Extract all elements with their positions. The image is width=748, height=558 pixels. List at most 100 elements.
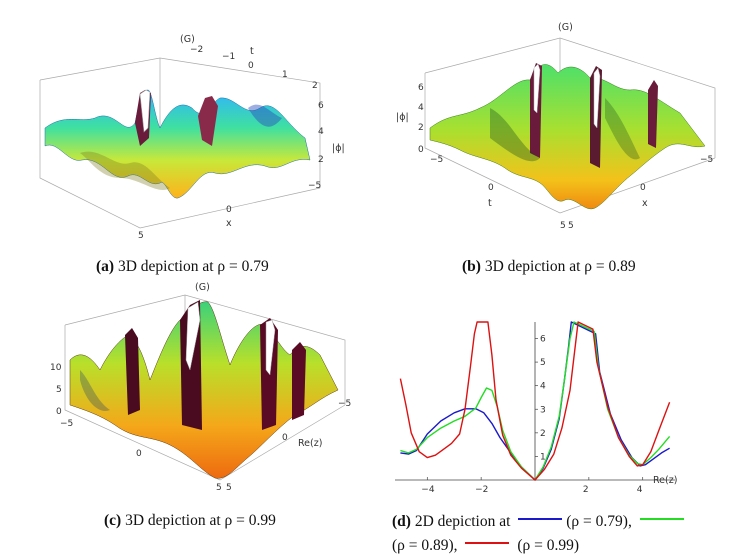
box-edge bbox=[64, 325, 346, 481]
z-tick: 10 bbox=[50, 363, 62, 373]
surface-spike bbox=[648, 80, 658, 148]
t-tick: 0 bbox=[488, 183, 494, 193]
z-tick: 0 bbox=[56, 407, 62, 417]
legend-text-0-99: (ρ = 0.99) bbox=[517, 537, 579, 554]
right-tick: 5 bbox=[226, 483, 232, 493]
panel-d-line-chart: Re(z) −4 −2 2 4 1 2 3 4 5 6 bbox=[395, 321, 677, 495]
y-tick-label: 1 bbox=[540, 452, 546, 462]
legend-text-0-79: (ρ = 0.79), bbox=[566, 513, 632, 530]
axis-label-z: |ϕ| bbox=[396, 112, 409, 123]
panel-a-3d-plot: (G) t −2 −1 0 1 2 2 4 6 |ϕ| −5 0 5 x bbox=[39, 34, 345, 241]
surface-spike bbox=[265, 319, 276, 376]
t-tick: −5 bbox=[430, 155, 443, 165]
caption-c: (c) 3D depiction at ρ = 0.99 bbox=[104, 512, 276, 530]
x-tick-label: 2 bbox=[583, 485, 589, 495]
surface-shade bbox=[80, 370, 110, 411]
panel-c-3d-plot: (G) 0 5 10 −5 0 5 −5 0 5 Re(z) bbox=[50, 282, 351, 493]
axis-label-z: |ϕ| bbox=[332, 143, 345, 154]
legend-line-0-89 bbox=[639, 518, 684, 521]
y-tick-label: 5 bbox=[540, 358, 546, 368]
caption-a-label: (a) bbox=[96, 258, 115, 275]
panel-c: (G) 0 5 10 −5 0 5 −5 0 5 Re(z) bbox=[20, 280, 360, 502]
x-tick: −5 bbox=[308, 181, 321, 191]
x-tick: 0 bbox=[226, 205, 232, 215]
plot-title: (G) bbox=[180, 34, 195, 45]
plot-title: (G) bbox=[558, 22, 573, 33]
axis-label-t: t bbox=[488, 198, 492, 209]
caption-c-text: 3D depiction at ρ = 0.99 bbox=[125, 512, 276, 529]
z-tick: 5 bbox=[56, 385, 62, 395]
panel-b-3d-plot: (G) 0 2 4 6 |ϕ| −5 0 5 t 5 0 −5 x bbox=[396, 22, 716, 231]
surface bbox=[44, 89, 311, 199]
axis-label-x: Re(z) bbox=[653, 475, 677, 486]
caption-c-label: (c) bbox=[104, 512, 122, 529]
caption-d: (d) 2D depiction at (ρ = 0.79), (ρ = 0.8… bbox=[392, 510, 688, 558]
surface-shade bbox=[490, 108, 540, 162]
t-tick: 2 bbox=[312, 81, 318, 91]
caption-d-pre: 2D depiction at bbox=[414, 513, 511, 530]
plot-title: (G) bbox=[195, 282, 210, 293]
axis-label-x: x bbox=[226, 218, 232, 229]
z-tick: 0 bbox=[418, 145, 424, 155]
x-tick: 0 bbox=[640, 183, 646, 193]
box-edge bbox=[39, 80, 321, 229]
legend-line-0-99 bbox=[465, 542, 510, 545]
t-tick: 0 bbox=[248, 61, 254, 71]
surface-shade bbox=[248, 104, 282, 127]
left-tick: −5 bbox=[60, 419, 73, 429]
surface-shade bbox=[605, 98, 640, 160]
t-tick: 5 bbox=[560, 221, 566, 231]
y-tick-label: 4 bbox=[540, 382, 546, 392]
y-tick-label: 6 bbox=[540, 335, 546, 345]
z-tick: 2 bbox=[418, 123, 424, 133]
axis-label-t: t bbox=[250, 46, 254, 57]
box-edge bbox=[424, 73, 716, 214]
left-tick: 5 bbox=[216, 483, 222, 493]
right-tick: −5 bbox=[338, 399, 351, 409]
caption-b-label: (b) bbox=[462, 258, 481, 275]
y-tick-label: 2 bbox=[540, 429, 546, 439]
surface-spike bbox=[593, 67, 601, 129]
axis-label-x: Re(z) bbox=[298, 438, 322, 449]
x-tick: 5 bbox=[568, 221, 574, 231]
caption-b-text: 3D depiction at ρ = 0.89 bbox=[484, 258, 636, 275]
surface-spike bbox=[185, 301, 201, 371]
y-tick-label: 3 bbox=[540, 405, 546, 415]
legend-line-0-79 bbox=[518, 518, 563, 521]
caption-d-label: (d) bbox=[392, 513, 411, 530]
surface bbox=[429, 64, 706, 210]
z-tick: 2 bbox=[318, 155, 324, 165]
t-tick: 1 bbox=[282, 70, 288, 80]
caption-b: (b) 3D depiction at ρ = 0.89 bbox=[462, 258, 636, 276]
legend-text-0-89: (ρ = 0.89), bbox=[392, 537, 458, 554]
right-tick: 0 bbox=[282, 433, 288, 443]
z-tick: 6 bbox=[318, 101, 324, 111]
series-line-3 bbox=[399, 321, 671, 481]
z-tick: 4 bbox=[318, 127, 324, 137]
surface-spike bbox=[139, 89, 151, 133]
caption-a: (a) 3D depiction at ρ = 0.79 bbox=[96, 258, 269, 276]
surface-spike bbox=[125, 328, 140, 415]
box-edge bbox=[39, 57, 321, 188]
x-tick-label: −2 bbox=[475, 485, 488, 495]
z-tick: 4 bbox=[418, 103, 424, 113]
panel-a: (G) t −2 −1 0 1 2 2 4 6 |ϕ| −5 0 5 x bbox=[20, 28, 360, 250]
surface-spike bbox=[533, 63, 541, 114]
caption-a-text: 3D depiction at ρ = 0.79 bbox=[117, 258, 269, 275]
x-tick-label: 4 bbox=[637, 485, 643, 495]
t-tick: −2 bbox=[190, 45, 203, 55]
x-tick-label: −4 bbox=[421, 485, 435, 495]
surface-spike bbox=[292, 342, 306, 420]
box-edge bbox=[64, 294, 346, 405]
panel-b: (G) 0 2 4 6 |ϕ| −5 0 5 t 5 0 −5 x bbox=[390, 18, 730, 240]
left-tick: 0 bbox=[136, 449, 142, 459]
panel-d: Re(z) −4 −2 2 4 1 2 3 4 5 6 bbox=[385, 318, 685, 500]
z-tick: 6 bbox=[418, 83, 424, 93]
x-tick: 5 bbox=[138, 231, 144, 241]
box-edge bbox=[424, 37, 716, 158]
x-tick: −5 bbox=[700, 155, 713, 165]
surface-spike bbox=[198, 96, 218, 146]
t-tick: −1 bbox=[222, 52, 235, 62]
surface-shade bbox=[80, 151, 170, 191]
axis-label-x: x bbox=[642, 198, 648, 209]
